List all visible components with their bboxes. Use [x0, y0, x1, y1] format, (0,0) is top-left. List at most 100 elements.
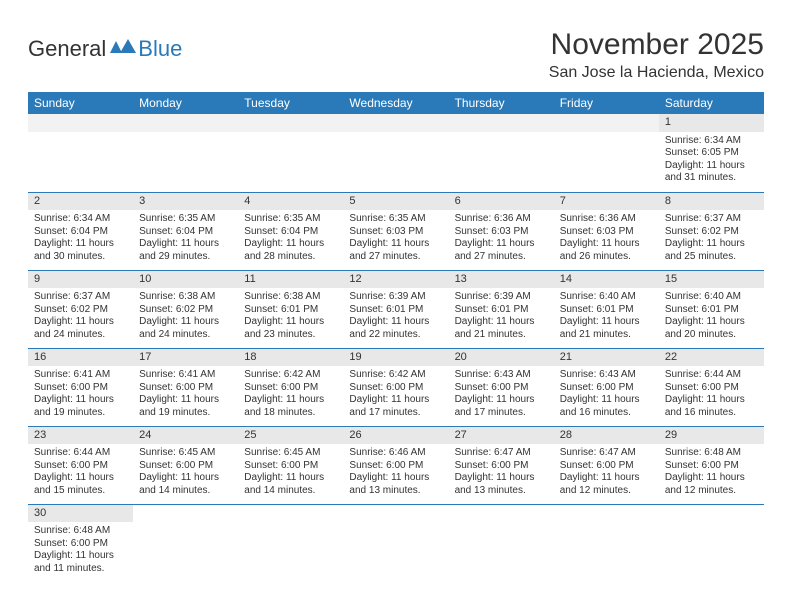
sunset-line: Sunset: 6:00 PM — [349, 382, 442, 395]
calendar-day-cell — [343, 114, 448, 192]
sunset-line: Sunset: 6:00 PM — [665, 460, 758, 473]
day-detail: Sunrise: 6:48 AMSunset: 6:00 PMDaylight:… — [659, 444, 764, 499]
sunset-line: Sunset: 6:02 PM — [34, 304, 127, 317]
sunrise-line: Sunrise: 6:47 AM — [560, 447, 653, 460]
day-number: 4 — [238, 193, 343, 211]
calendar-day-cell: 1Sunrise: 6:34 AMSunset: 6:05 PMDaylight… — [659, 114, 764, 192]
day-detail: Sunrise: 6:41 AMSunset: 6:00 PMDaylight:… — [28, 366, 133, 421]
day-detail: Sunrise: 6:42 AMSunset: 6:00 PMDaylight:… — [343, 366, 448, 421]
day-number: 6 — [449, 193, 554, 211]
sunrise-line: Sunrise: 6:39 AM — [349, 291, 442, 304]
day-number: 26 — [343, 427, 448, 445]
col-header-saturday: Saturday — [659, 92, 764, 114]
calendar-day-cell — [133, 114, 238, 192]
day-number-empty — [133, 114, 238, 132]
calendar-week-row: 16Sunrise: 6:41 AMSunset: 6:00 PMDayligh… — [28, 348, 764, 426]
calendar-day-cell: 4Sunrise: 6:35 AMSunset: 6:04 PMDaylight… — [238, 192, 343, 270]
calendar-day-cell — [238, 114, 343, 192]
daylight-line: Daylight: 11 hours and 24 minutes. — [139, 316, 232, 341]
day-detail: Sunrise: 6:44 AMSunset: 6:00 PMDaylight:… — [28, 444, 133, 499]
sunset-line: Sunset: 6:05 PM — [665, 147, 758, 160]
col-header-friday: Friday — [554, 92, 659, 114]
calendar-day-cell: 7Sunrise: 6:36 AMSunset: 6:03 PMDaylight… — [554, 192, 659, 270]
calendar-week-row: 30 Sunrise: 6:48 AMSunset: 6:00 PMDayligh… — [28, 504, 764, 582]
calendar-week-row: 1Sunrise: 6:34 AMSunset: 6:05 PMDaylight… — [28, 114, 764, 192]
daylight-line: Daylight: 11 hours and 12 minutes. — [665, 472, 758, 497]
calendar-day-cell — [343, 504, 448, 582]
day-number: 15 — [659, 271, 764, 289]
daylight-line: Daylight: 11 hours and 17 minutes. — [455, 394, 548, 419]
calendar-day-cell: 17Sunrise: 6:41 AMSunset: 6:00 PMDayligh… — [133, 348, 238, 426]
col-header-monday: Monday — [133, 92, 238, 114]
daylight-line: Daylight: 11 hours and 15 minutes. — [34, 472, 127, 497]
sunrise-line: Sunrise: 6:42 AM — [349, 369, 442, 382]
day-number: 14 — [554, 271, 659, 289]
calendar-day-cell: 20Sunrise: 6:43 AMSunset: 6:00 PMDayligh… — [449, 348, 554, 426]
sunset-line: Sunset: 6:00 PM — [34, 382, 127, 395]
sunrise-line: Sunrise: 6:37 AM — [665, 213, 758, 226]
day-detail: Sunrise: 6:43 AMSunset: 6:00 PMDaylight:… — [449, 366, 554, 421]
day-number: 22 — [659, 349, 764, 367]
daylight-line: Daylight: 11 hours and 26 minutes. — [560, 238, 653, 263]
calendar-day-cell: 6Sunrise: 6:36 AMSunset: 6:03 PMDaylight… — [449, 192, 554, 270]
sunrise-line: Sunrise: 6:40 AM — [560, 291, 653, 304]
daylight-line: Daylight: 11 hours and 11 minutes. — [34, 550, 127, 575]
sunrise-line: Sunrise: 6:35 AM — [139, 213, 232, 226]
day-number: 16 — [28, 349, 133, 367]
day-detail: Sunrise: 6:38 AMSunset: 6:01 PMDaylight:… — [238, 288, 343, 343]
sunset-line: Sunset: 6:01 PM — [665, 304, 758, 317]
calendar-day-cell: 27Sunrise: 6:47 AMSunset: 6:00 PMDayligh… — [449, 426, 554, 504]
calendar-day-cell: 21Sunrise: 6:43 AMSunset: 6:00 PMDayligh… — [554, 348, 659, 426]
daylight-line: Daylight: 11 hours and 21 minutes. — [455, 316, 548, 341]
day-detail: Sunrise: 6:38 AMSunset: 6:02 PMDaylight:… — [133, 288, 238, 343]
day-detail: Sunrise: 6:34 AMSunset: 6:05 PMDaylight:… — [659, 132, 764, 187]
daylight-line: Daylight: 11 hours and 25 minutes. — [665, 238, 758, 263]
day-number: 30 — [28, 505, 133, 523]
day-number: 8 — [659, 193, 764, 211]
daylight-line: Daylight: 11 hours and 16 minutes. — [665, 394, 758, 419]
day-number: 29 — [659, 427, 764, 445]
calendar-table: Sunday Monday Tuesday Wednesday Thursday… — [28, 92, 764, 582]
calendar-day-cell: 23Sunrise: 6:44 AMSunset: 6:00 PMDayligh… — [28, 426, 133, 504]
sunrise-line: Sunrise: 6:35 AM — [244, 213, 337, 226]
sunrise-line: Sunrise: 6:34 AM — [665, 135, 758, 148]
calendar-day-cell: 10Sunrise: 6:38 AMSunset: 6:02 PMDayligh… — [133, 270, 238, 348]
calendar-header-row: Sunday Monday Tuesday Wednesday Thursday… — [28, 92, 764, 114]
daylight-line: Daylight: 11 hours and 28 minutes. — [244, 238, 337, 263]
daylight-line: Daylight: 11 hours and 18 minutes. — [244, 394, 337, 419]
sunset-line: Sunset: 6:00 PM — [244, 382, 337, 395]
daylight-line: Daylight: 11 hours and 27 minutes. — [349, 238, 442, 263]
sunrise-line: Sunrise: 6:41 AM — [34, 369, 127, 382]
sunset-line: Sunset: 6:00 PM — [34, 538, 127, 551]
day-detail: Sunrise: 6:40 AMSunset: 6:01 PMDaylight:… — [554, 288, 659, 343]
sunrise-line: Sunrise: 6:34 AM — [34, 213, 127, 226]
calendar-day-cell — [554, 114, 659, 192]
day-detail: Sunrise: 6:35 AMSunset: 6:04 PMDaylight:… — [238, 210, 343, 265]
sunrise-line: Sunrise: 6:45 AM — [139, 447, 232, 460]
daylight-line: Daylight: 11 hours and 17 minutes. — [349, 394, 442, 419]
sunset-line: Sunset: 6:00 PM — [349, 460, 442, 473]
logo: General Blue — [28, 28, 182, 62]
calendar-day-cell: 8 Sunrise: 6:37 AMSunset: 6:02 PMDaylight… — [659, 192, 764, 270]
calendar-day-cell: 13Sunrise: 6:39 AMSunset: 6:01 PMDayligh… — [449, 270, 554, 348]
col-header-tuesday: Tuesday — [238, 92, 343, 114]
calendar-day-cell: 11Sunrise: 6:38 AMSunset: 6:01 PMDayligh… — [238, 270, 343, 348]
sunset-line: Sunset: 6:02 PM — [665, 226, 758, 239]
day-number: 27 — [449, 427, 554, 445]
calendar-day-cell: 18Sunrise: 6:42 AMSunset: 6:00 PMDayligh… — [238, 348, 343, 426]
sunset-line: Sunset: 6:00 PM — [455, 460, 548, 473]
sunrise-line: Sunrise: 6:44 AM — [34, 447, 127, 460]
day-number: 10 — [133, 271, 238, 289]
daylight-line: Daylight: 11 hours and 29 minutes. — [139, 238, 232, 263]
daylight-line: Daylight: 11 hours and 21 minutes. — [560, 316, 653, 341]
sunset-line: Sunset: 6:00 PM — [34, 460, 127, 473]
daylight-line: Daylight: 11 hours and 24 minutes. — [34, 316, 127, 341]
daylight-line: Daylight: 11 hours and 30 minutes. — [34, 238, 127, 263]
sunrise-line: Sunrise: 6:48 AM — [34, 525, 127, 538]
day-detail: Sunrise: 6:45 AMSunset: 6:00 PMDaylight:… — [238, 444, 343, 499]
day-detail: Sunrise: 6:39 AMSunset: 6:01 PMDaylight:… — [449, 288, 554, 343]
sunset-line: Sunset: 6:00 PM — [560, 382, 653, 395]
day-number: 20 — [449, 349, 554, 367]
sunrise-line: Sunrise: 6:44 AM — [665, 369, 758, 382]
daylight-line: Daylight: 11 hours and 12 minutes. — [560, 472, 653, 497]
